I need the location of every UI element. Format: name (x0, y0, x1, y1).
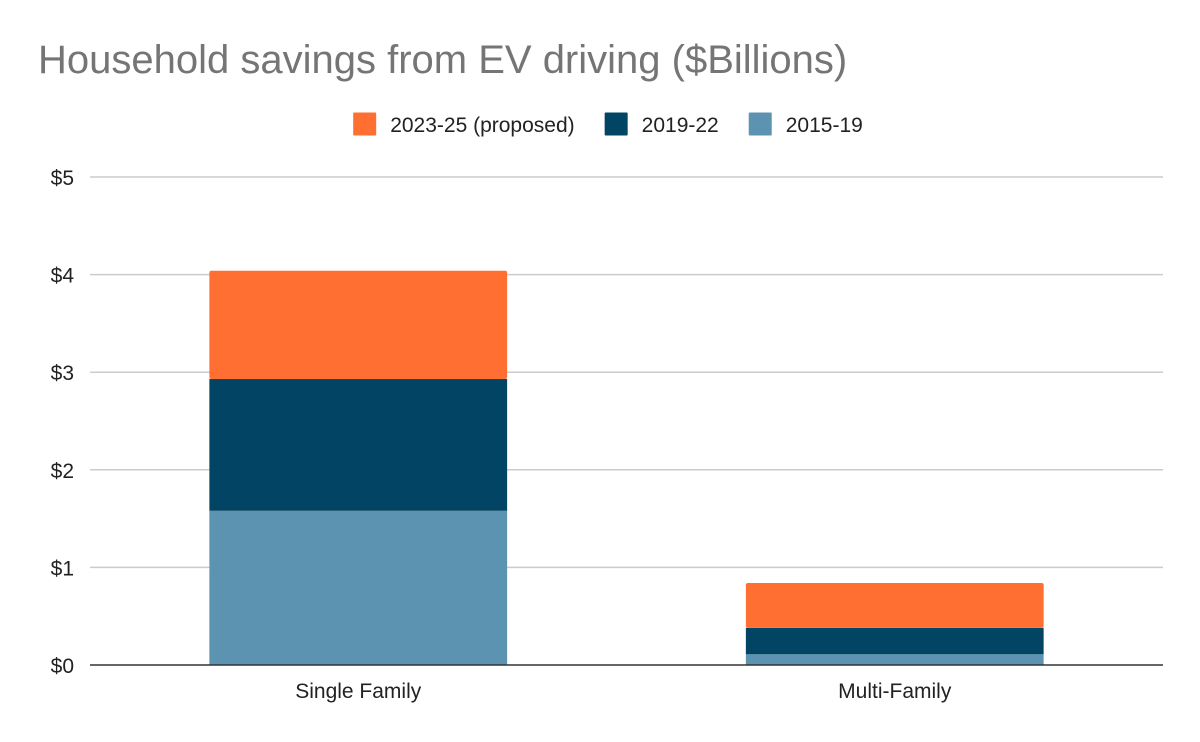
legend-label: 2015-19 (786, 114, 863, 137)
y-tick-label: $1 (51, 557, 74, 580)
bar-2023-25-proposed--0 (209, 270, 508, 380)
bar-2019-22-0 (209, 379, 508, 511)
legend-label: 2023-25 (proposed) (390, 114, 574, 137)
bar-2015-19-0 (209, 510, 508, 665)
legend-item: 2019-22 (604, 112, 719, 137)
legend-item: 2023-25 (proposed) (353, 112, 575, 137)
x-category-label: Single Family (295, 680, 422, 703)
y-tick-label: $4 (51, 265, 75, 288)
y-tick-label: $5 (51, 167, 74, 190)
y-tick-label: $3 (51, 362, 74, 385)
legend-swatch (353, 112, 377, 136)
y-tick-label: $0 (51, 655, 74, 678)
bar-2015-19-1 (745, 654, 1044, 665)
y-tick-label: $2 (51, 460, 74, 483)
bar-2019-22-1 (745, 627, 1044, 655)
legend: 2023-25 (proposed) 2019-22 2015-19 (353, 112, 863, 137)
legend-swatch (748, 112, 772, 136)
legend-label: 2019-22 (642, 114, 719, 137)
x-category-label: Multi-Family (838, 680, 952, 703)
axes: $0 $1 $2 $3 $4 $5 Single Family Multi-Family (51, 167, 1163, 703)
bar-2023-25-proposed--1 (745, 583, 1044, 628)
legend-swatch (604, 112, 628, 136)
legend-item: 2015-19 (748, 112, 863, 137)
bars (209, 270, 1044, 665)
chart-title: Household savings from EV driving ($Bill… (38, 38, 848, 82)
